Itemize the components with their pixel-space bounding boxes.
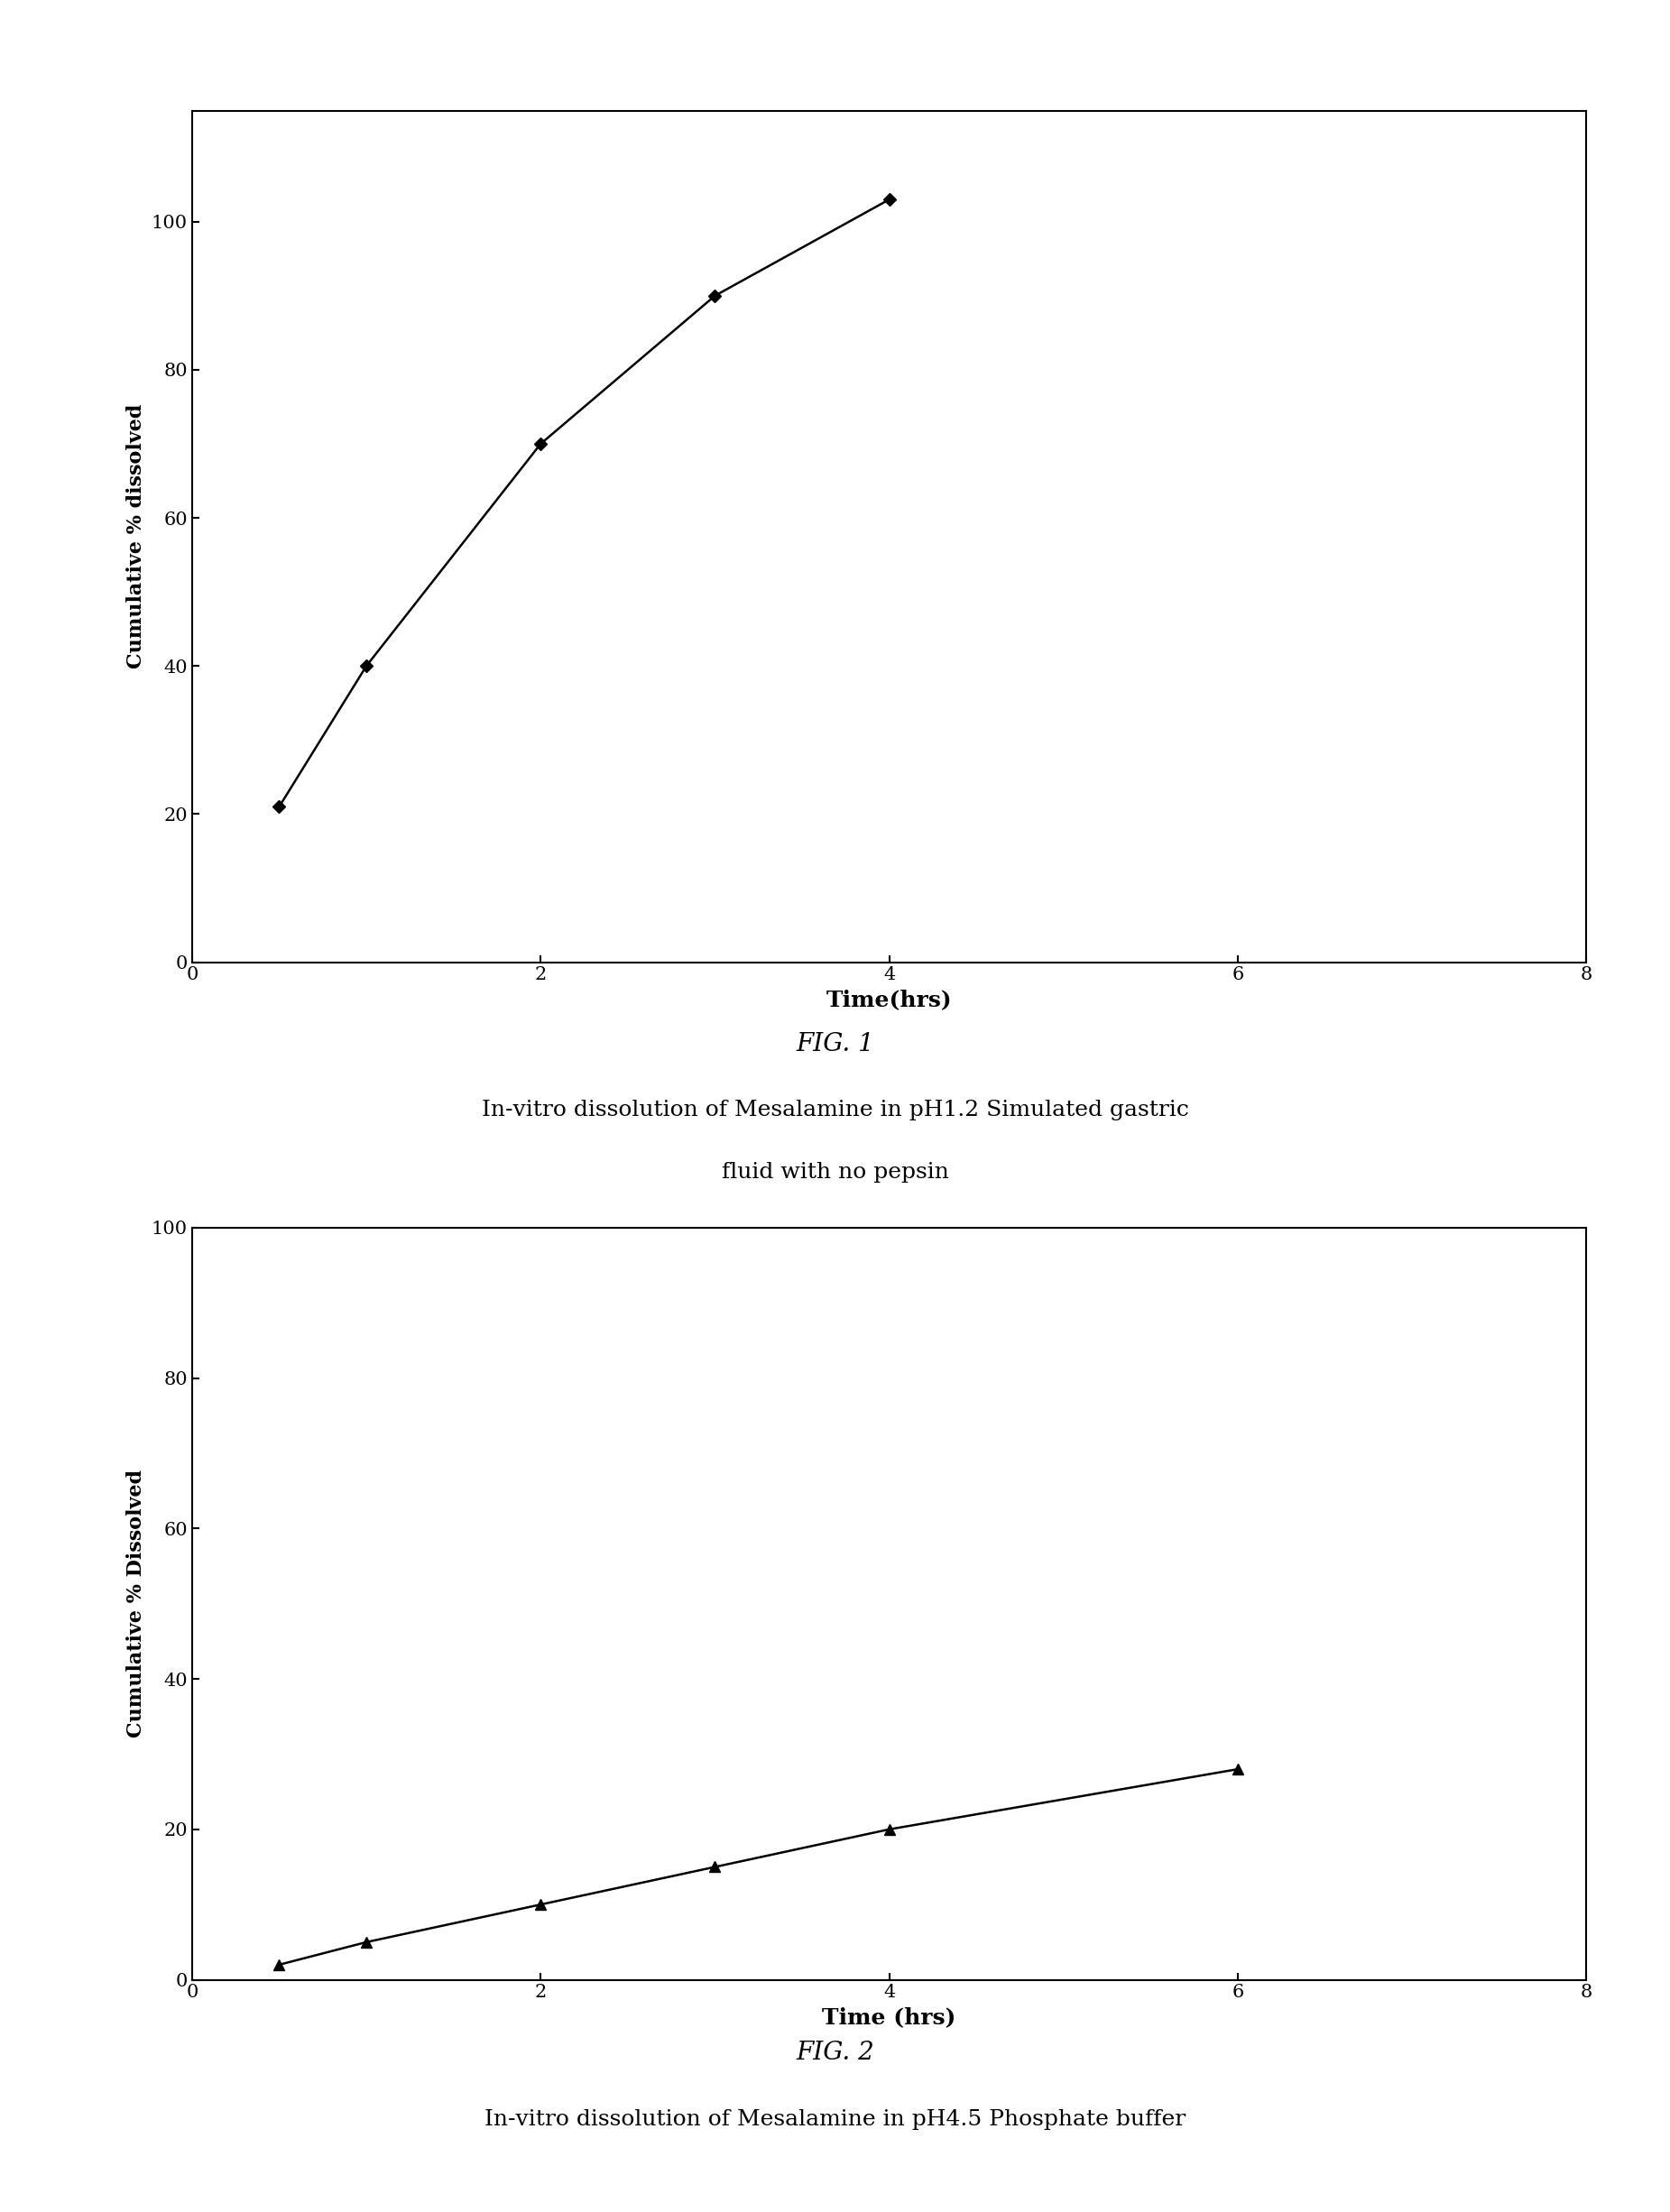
Text: In-vitro dissolution of Mesalamine in pH4.5 Phosphate buffer: In-vitro dissolution of Mesalamine in pH…: [484, 2108, 1186, 2130]
Y-axis label: Cumulative % dissolved: Cumulative % dissolved: [127, 405, 147, 668]
Text: fluid with no pepsin: fluid with no pepsin: [721, 1161, 949, 1183]
X-axis label: Time(hrs): Time(hrs): [827, 989, 952, 1011]
X-axis label: Time (hrs): Time (hrs): [822, 2006, 957, 2028]
Y-axis label: Cumulative % Dissolved: Cumulative % Dissolved: [127, 1469, 147, 1739]
Text: FIG. 1: FIG. 1: [797, 1031, 873, 1057]
Text: FIG. 2: FIG. 2: [797, 2039, 873, 2066]
Text: In-vitro dissolution of Mesalamine in pH1.2 Simulated gastric: In-vitro dissolution of Mesalamine in pH…: [481, 1099, 1189, 1121]
